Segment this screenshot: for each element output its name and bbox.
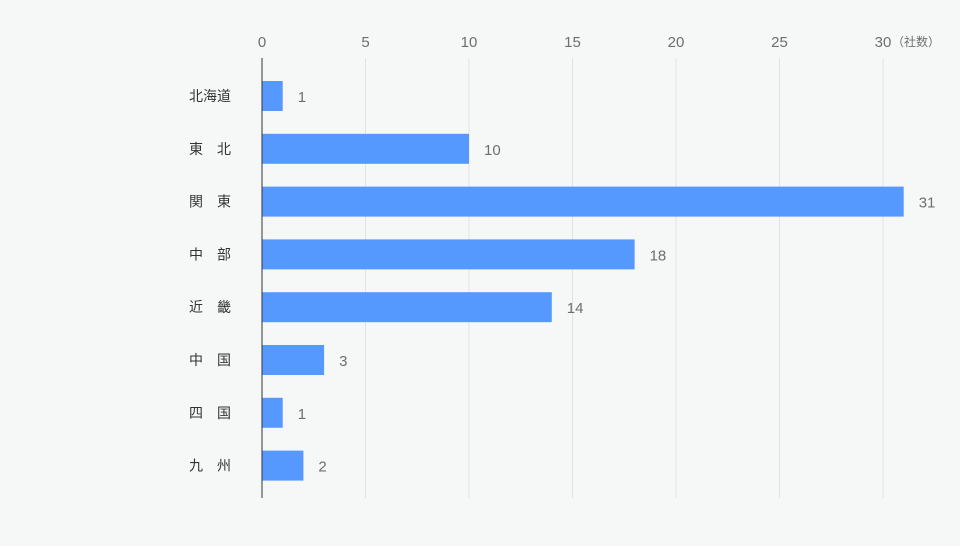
category-label-3: 中 部 [189,247,231,263]
bar-1 [262,133,469,164]
x-tick-label-30: 30 [875,34,892,51]
value-label-5: 3 [339,353,347,370]
grid-lines [365,58,884,498]
x-axis-ticks: 0 5 10 15 20 25 30 [258,34,892,51]
category-label-6: 四 国 [189,406,231,422]
bar-4 [262,292,552,323]
bar-7 [262,450,304,481]
value-label-0: 1 [298,89,306,106]
category-label-4: 近 畿 [189,300,231,316]
value-label-6: 1 [298,406,306,423]
x-tick-label-15: 15 [564,34,581,51]
value-label-2: 31 [919,195,936,212]
x-tick-label-10: 10 [461,34,478,51]
value-label-4: 14 [567,300,584,317]
category-label-5: 中 国 [189,353,231,369]
x-axis-unit-label: （社数） [892,34,940,49]
bar-3 [262,239,635,270]
x-tick-label-0: 0 [258,34,266,51]
value-label-3: 18 [650,247,667,264]
bar-2 [262,186,904,217]
bars [262,81,904,481]
bar-6 [262,397,283,428]
bar-0 [262,81,283,111]
category-label-1: 東 北 [189,142,231,158]
x-tick-label-20: 20 [668,34,685,51]
value-label-1: 10 [484,142,501,159]
bar-5 [262,345,325,375]
x-tick-label-5: 5 [361,34,369,51]
category-label-7: 九 州 [189,459,231,475]
x-tick-label-25: 25 [771,34,788,51]
value-label-7: 2 [318,459,326,476]
category-label-0: 北海道 [189,89,231,105]
category-label-2: 関 東 [189,195,231,211]
